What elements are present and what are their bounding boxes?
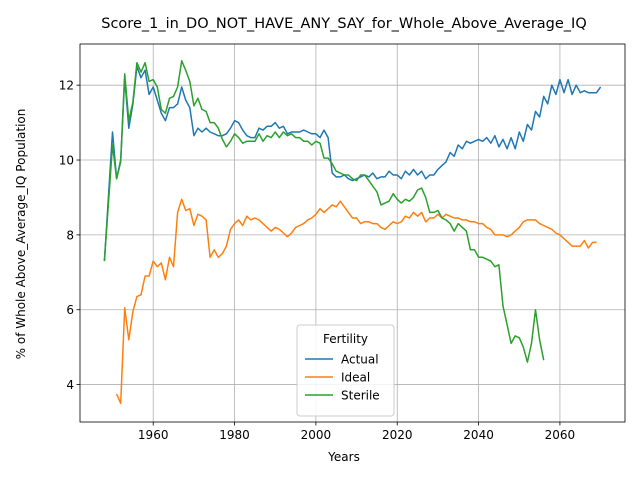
legend-label-ideal: Ideal: [341, 371, 370, 385]
legend: Fertility Actual Ideal Sterile: [296, 324, 395, 417]
x-tick-label: 2000: [301, 428, 332, 442]
x-axis-ticks: 1960 1980 2000 2020 2040 2060: [138, 422, 575, 442]
legend-label-actual: Actual: [341, 353, 379, 367]
y-tick-label: 10: [59, 154, 74, 168]
y-tick-label: 8: [66, 228, 74, 242]
x-tick-label: 1980: [219, 428, 250, 442]
x-axis-label: Years: [327, 450, 360, 464]
legend-label-sterile: Sterile: [341, 389, 380, 403]
y-axis-ticks: 4 6 8 10 12: [59, 79, 80, 392]
plot-frame: [79, 43, 626, 423]
series-lines: [103, 60, 602, 405]
legend-title: Fertility: [323, 332, 368, 346]
chart-title: Score_1_in_DO_NOT_HAVE_ANY_SAY_for_Whole…: [101, 16, 587, 32]
y-tick-label: 12: [59, 79, 74, 93]
y-tick-label: 6: [66, 303, 74, 317]
legend-box: [296, 324, 395, 417]
x-tick-label: 2020: [382, 428, 413, 442]
y-tick-label: 4: [66, 378, 74, 392]
series-line-ideal: [115, 198, 597, 405]
series-line-sterile: [103, 60, 545, 363]
x-tick-label: 2040: [463, 428, 494, 442]
x-tick-label: 1960: [138, 428, 169, 442]
grid: [80, 44, 625, 422]
y-axis-label: % of Whole Above_Average_IQ Population: [14, 109, 28, 360]
x-tick-label: 2060: [545, 428, 576, 442]
legend-entries: Actual Ideal Sterile: [305, 353, 380, 403]
